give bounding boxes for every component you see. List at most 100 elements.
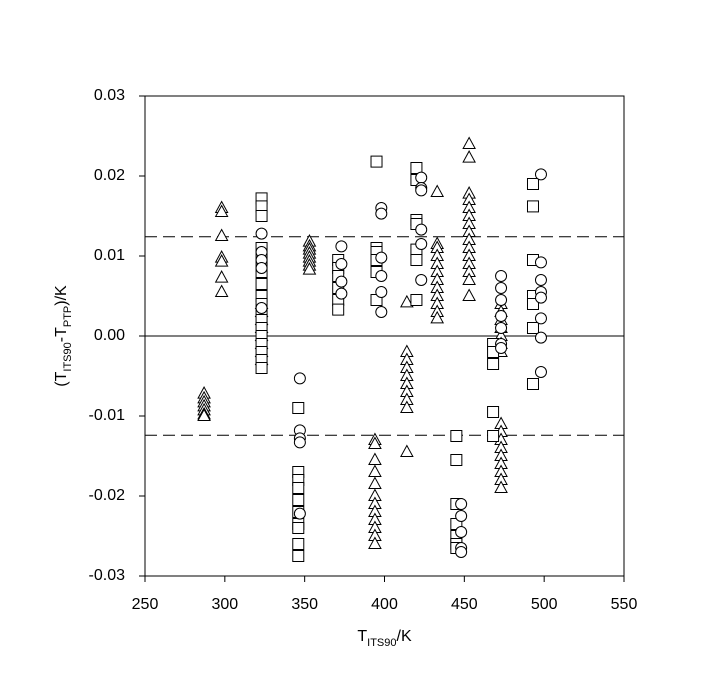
circle-marker — [335, 287, 348, 300]
y-tick-label: -0.01 — [89, 407, 126, 424]
triangle-marker — [462, 136, 476, 149]
triangle-marker — [302, 262, 317, 275]
triangle-marker — [462, 150, 476, 163]
circle-marker — [455, 498, 468, 510]
triangle-marker — [430, 310, 445, 324]
square-marker — [526, 298, 539, 310]
circle-marker — [534, 168, 547, 181]
circle-marker — [534, 331, 547, 344]
triangle-marker — [368, 452, 382, 465]
square-marker — [255, 210, 268, 222]
y-tick-label: 0.01 — [94, 247, 125, 264]
square-marker — [526, 178, 539, 190]
circle-marker — [415, 171, 428, 184]
square-marker — [410, 162, 423, 174]
y-tick-label: -0.03 — [89, 567, 126, 584]
y-axis-label-part: -T — [53, 327, 70, 342]
x-tick-label: 500 — [531, 596, 558, 613]
circle-marker — [293, 436, 306, 449]
x-tick-label: 450 — [451, 596, 478, 613]
circle-marker — [375, 251, 388, 264]
triangle-marker — [462, 272, 476, 285]
y-axis-label-part: ITS90 — [62, 342, 74, 371]
square-marker — [292, 494, 305, 506]
square-marker — [526, 378, 539, 390]
circle-marker — [534, 366, 547, 378]
y-axis-label-part: )/K — [53, 285, 70, 306]
x-axis-label-part: /K — [397, 628, 412, 645]
triangle-marker — [214, 254, 229, 267]
x-tick-label: 550 — [611, 596, 638, 613]
square-marker — [332, 303, 345, 316]
triangle-marker — [462, 288, 476, 301]
triangle-marker — [400, 294, 414, 308]
square-marker — [292, 538, 305, 550]
circle-marker — [534, 291, 547, 304]
x-tick-label: 400 — [371, 596, 398, 613]
square-marker — [410, 294, 423, 306]
triangle-marker — [430, 184, 445, 197]
square-marker — [450, 454, 463, 466]
triangle-marker — [368, 476, 382, 489]
y-tick-label: 0.03 — [94, 87, 125, 104]
x-axis-label-part: ITS90 — [367, 637, 396, 649]
circle-marker — [534, 256, 547, 269]
circle-marker — [375, 306, 388, 318]
x-axis-label-part: T — [357, 628, 367, 645]
circle-marker — [495, 270, 508, 282]
square-marker — [526, 322, 539, 334]
square-marker — [370, 155, 383, 168]
triangle-marker — [400, 400, 414, 413]
circle-marker — [455, 526, 468, 538]
circle-marker — [415, 274, 428, 286]
square-marker — [292, 550, 305, 562]
y-tick-label: 0.00 — [94, 327, 125, 344]
circle-marker — [495, 342, 508, 354]
triangle-marker — [214, 204, 229, 217]
triangle-marker — [214, 270, 229, 283]
circle-marker — [415, 223, 428, 236]
triangle-marker — [214, 228, 229, 241]
square-marker — [450, 430, 463, 442]
triangle-marker — [368, 464, 382, 477]
square-marker — [487, 430, 500, 442]
circle-marker — [375, 286, 388, 298]
circle-marker — [534, 274, 547, 286]
x-tick-label: 250 — [132, 596, 159, 613]
triangle-marker — [494, 480, 508, 493]
circle-marker — [255, 262, 268, 274]
circle-marker — [335, 240, 348, 253]
circle-marker — [293, 372, 306, 385]
circle-marker — [495, 310, 508, 322]
square-marker — [255, 362, 268, 374]
circle-marker — [455, 510, 468, 522]
square-marker — [487, 358, 500, 370]
x-tick-label: 350 — [291, 596, 318, 613]
y-tick-label: 0.02 — [94, 167, 125, 184]
triangle-marker — [214, 284, 229, 297]
circle-marker — [415, 238, 428, 250]
square-marker — [487, 406, 500, 418]
circle-marker — [293, 507, 306, 520]
y-axis-label: (TITS90-TPTP)/K — [53, 285, 74, 387]
square-marker — [292, 522, 305, 534]
x-axis-label: TITS90/K — [357, 628, 412, 649]
triangle-marker — [368, 436, 382, 449]
circle-marker — [415, 184, 428, 197]
circle-marker — [375, 207, 388, 220]
circle-marker — [495, 282, 508, 294]
circle-marker — [335, 258, 348, 270]
y-axis-label-part: (T — [53, 371, 70, 386]
circle-marker — [495, 322, 508, 334]
circle-marker — [495, 294, 508, 306]
circle-marker — [335, 275, 348, 288]
square-marker — [292, 482, 305, 494]
square-marker — [410, 254, 423, 266]
circle-marker — [534, 312, 547, 325]
circle-marker — [455, 546, 468, 558]
y-tick-label: -0.02 — [89, 487, 126, 504]
square-marker — [255, 278, 268, 290]
triangle-marker — [197, 408, 211, 421]
square-marker — [526, 200, 539, 213]
